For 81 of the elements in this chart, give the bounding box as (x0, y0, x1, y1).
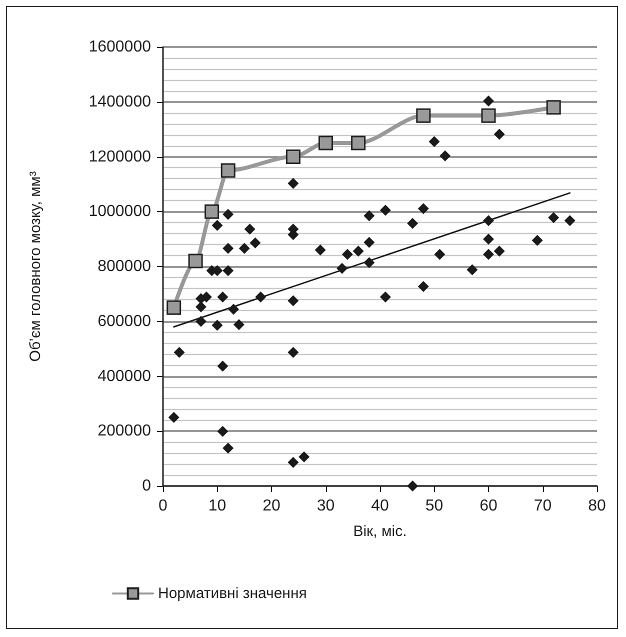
point (483, 215, 494, 226)
point (222, 442, 234, 454)
point (428, 136, 440, 148)
point (204, 204, 220, 219)
point (418, 203, 429, 214)
point (466, 264, 478, 276)
x-tick-label: 20 (262, 498, 280, 514)
point (220, 163, 236, 178)
point (250, 237, 261, 248)
x-axis-title: Вік, міс. (353, 523, 407, 540)
point (481, 108, 496, 123)
point (364, 236, 375, 248)
point (483, 96, 494, 107)
point (314, 244, 326, 256)
point (222, 208, 234, 220)
y-tick-label: 1200000 (88, 148, 152, 166)
point (494, 246, 505, 257)
y-tick-label: 1600000 (88, 38, 152, 56)
y-tick-label: 1000000 (88, 203, 152, 220)
point (336, 262, 348, 274)
point (380, 291, 391, 302)
point (380, 204, 391, 216)
point (174, 346, 185, 358)
point (351, 136, 366, 150)
point (532, 234, 543, 246)
point (418, 281, 429, 292)
point (168, 412, 180, 423)
point (364, 210, 375, 222)
y-tick-label: 200000 (98, 422, 152, 440)
point (212, 220, 223, 231)
y-axis-title: Об’єм головного мозку, мм³ (27, 171, 44, 362)
point (298, 451, 310, 462)
point (217, 291, 228, 302)
y-tick-label: 400000 (98, 368, 152, 385)
point (286, 150, 300, 164)
point (564, 215, 576, 226)
point (483, 248, 494, 260)
point (255, 291, 266, 302)
point (195, 316, 206, 327)
legend-label: Нормативні значення (158, 585, 307, 602)
point (228, 304, 240, 315)
point (217, 360, 228, 372)
x-tick-label: 30 (316, 498, 335, 514)
x-tick-label: 50 (425, 498, 444, 514)
y-tick-label: 0 (142, 478, 152, 494)
point (434, 248, 446, 260)
point (407, 480, 418, 492)
point (364, 257, 375, 268)
point (494, 128, 505, 140)
point (222, 242, 234, 254)
y-tick-label: 600000 (98, 312, 152, 330)
point (195, 301, 206, 312)
point (483, 234, 494, 245)
point (288, 178, 299, 189)
point (546, 100, 561, 115)
point (217, 426, 228, 437)
point (166, 300, 182, 315)
point (318, 136, 333, 150)
x-tick-label: 70 (534, 498, 552, 514)
y-tick-label: 1400000 (88, 93, 152, 110)
point (188, 254, 203, 268)
point (288, 295, 299, 306)
point (407, 218, 418, 229)
point (352, 246, 364, 257)
x-tick-label: 40 (371, 498, 389, 514)
x-tick-label: 10 (208, 498, 226, 514)
x-tick-label: 0 (158, 498, 168, 514)
point (222, 265, 234, 276)
point (548, 212, 560, 224)
point (238, 242, 250, 254)
point (416, 108, 431, 123)
x-tick-label: 80 (588, 498, 606, 514)
point (342, 248, 353, 260)
point (244, 224, 256, 235)
point (233, 319, 244, 330)
x-tick-label: 60 (480, 498, 498, 514)
point (288, 456, 299, 468)
point (440, 150, 451, 162)
y-tick-label: 800000 (98, 258, 152, 275)
point (288, 346, 299, 358)
point (212, 320, 223, 331)
